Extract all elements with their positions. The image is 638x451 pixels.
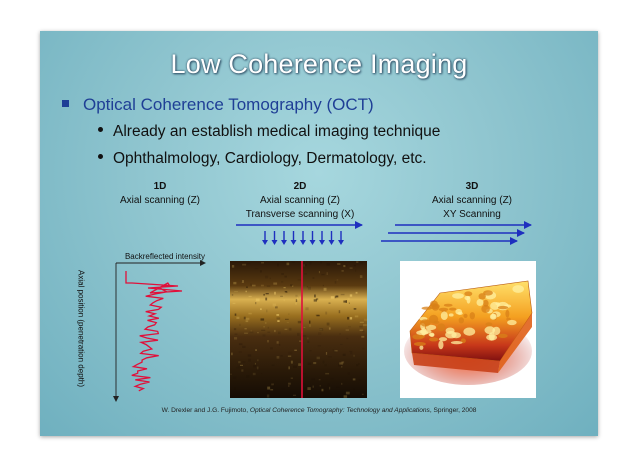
figure-graphics xyxy=(113,221,536,402)
x-axis-label: Backreflected intensity xyxy=(124,252,206,261)
oct-3d-volume xyxy=(400,261,536,398)
square-bullet-icon xyxy=(62,100,69,108)
panel-2d-line2: Transverse scanning (X) xyxy=(245,209,355,220)
main-bullet-text: Optical Coherence Tomography (OCT) xyxy=(83,95,374,114)
dot-bullet-icon xyxy=(98,127,103,133)
panel-1d-line1: Axial scanning (Z) xyxy=(119,195,201,206)
main-bullet: Optical Coherence Tomography (OCT) xyxy=(62,95,374,115)
citation: W. Drexler and J.G. Fujimoto, Optical Co… xyxy=(161,407,477,414)
slide-title: Low Coherence Imaging xyxy=(170,49,468,79)
sub-bullet-1: Already an establish medical imaging tec… xyxy=(98,123,440,141)
sub-bullet-1-text: Already an establish medical imaging tec… xyxy=(113,123,441,140)
panel-2d-heading: 2D xyxy=(293,181,307,192)
panel-3d-line2: XY Scanning xyxy=(443,209,501,220)
slide: Low Coherence Imaging Optical Coherence … xyxy=(40,31,598,436)
panel-3d-line1: Axial scanning (Z) xyxy=(431,195,513,206)
backreflection-signal xyxy=(125,271,183,392)
sub-bullet-2-text: Ophthalmology, Cardiology, Dermatology, … xyxy=(113,150,427,167)
axial-down-arrows xyxy=(262,231,344,245)
panel-2d-line1: Axial scanning (Z) xyxy=(259,195,341,206)
xy-scanning-arrows xyxy=(381,221,532,245)
sub-bullet-2: Ophthalmology, Cardiology, Dermatology, … xyxy=(98,150,427,168)
panel-1d-heading: 1D xyxy=(153,181,167,192)
oct-2d-image xyxy=(230,261,368,398)
dot-bullet-icon xyxy=(98,154,103,160)
panel-3d-heading: 3D xyxy=(465,181,479,192)
